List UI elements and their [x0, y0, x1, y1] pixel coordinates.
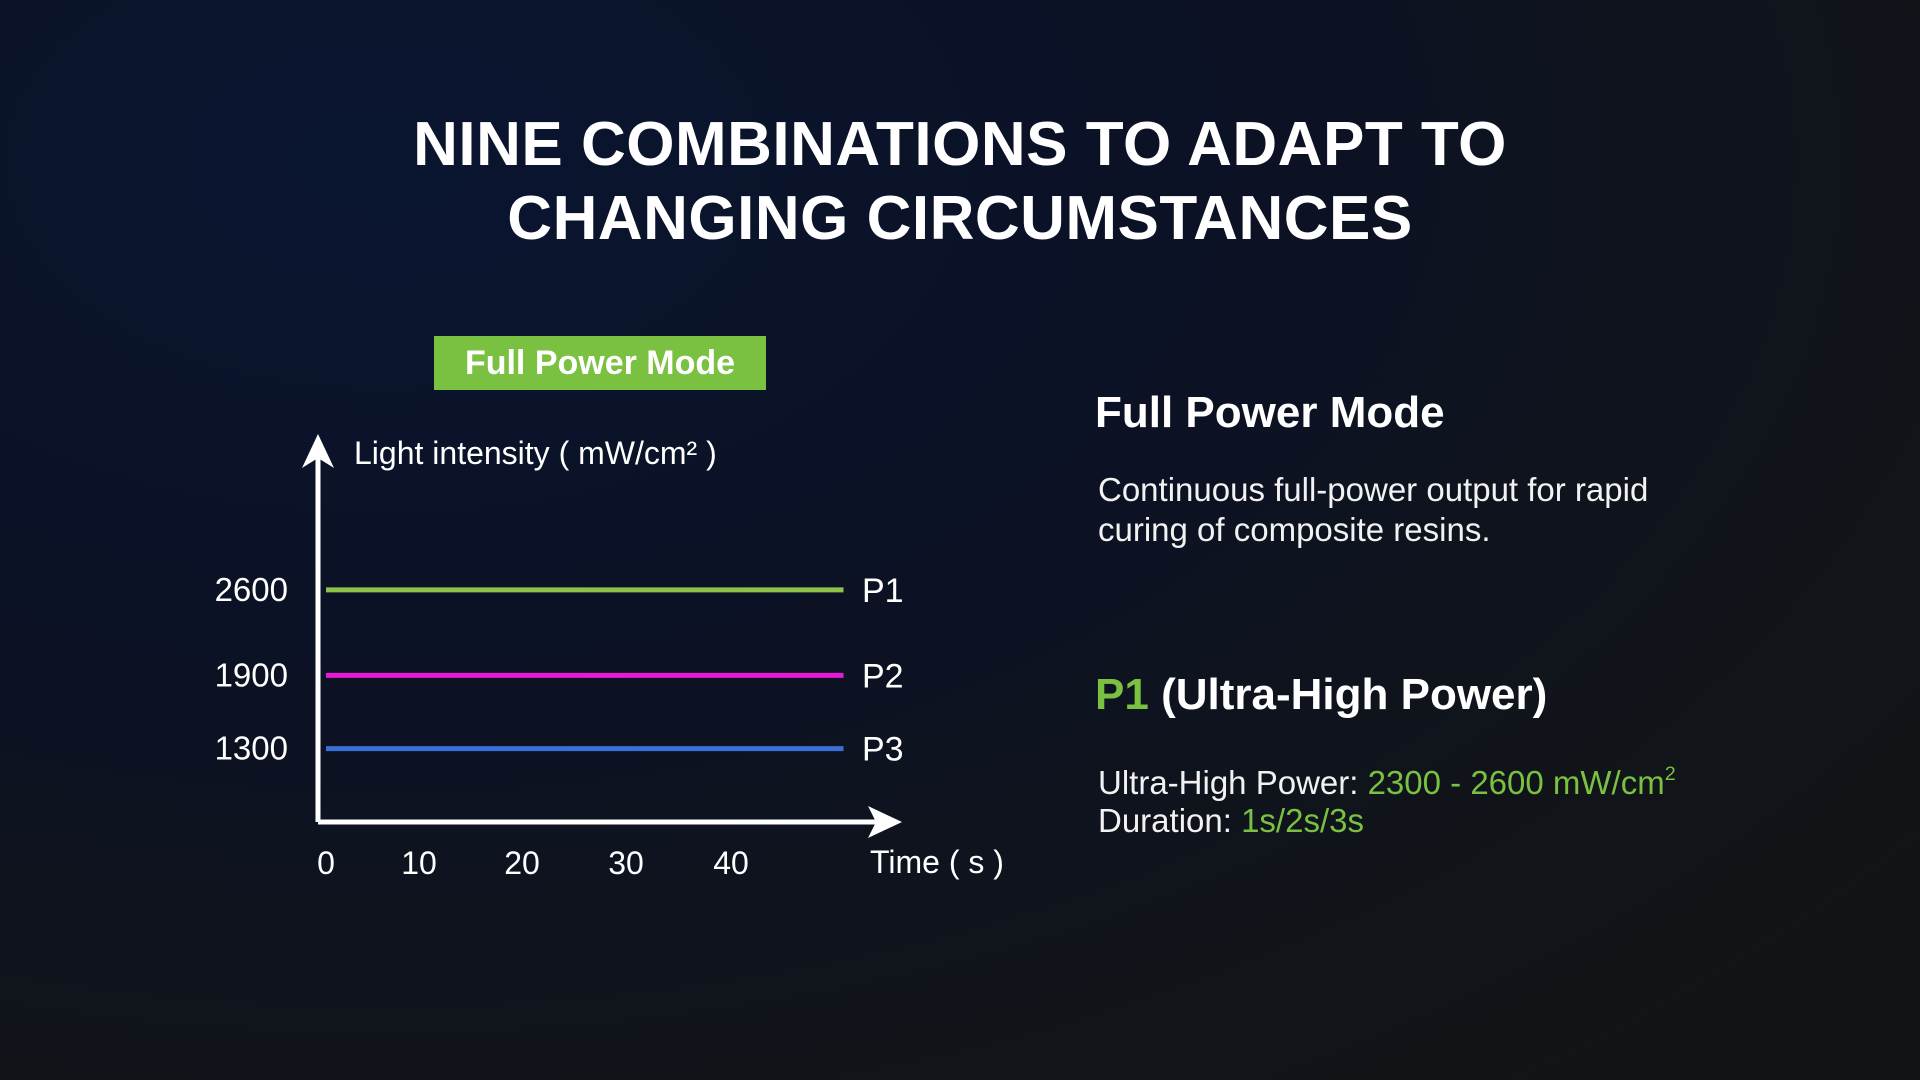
duration-row: Duration: 1s/2s/3s [1098, 802, 1676, 840]
y-axis-arrow [302, 434, 334, 468]
mode-badge: Full Power Mode [434, 336, 766, 390]
level-spec: Ultra-High Power: 2300 - 2600 mW/cm2 Dur… [1098, 764, 1676, 840]
duration-label: Duration: [1098, 802, 1242, 839]
series-label-p3: P3 [862, 731, 904, 769]
x-tick-label-20: 20 [504, 845, 540, 881]
x-tick-label-40: 40 [713, 845, 749, 881]
power-unit-superscript: 2 [1664, 763, 1676, 786]
power-label: Ultra-High Power: [1098, 764, 1368, 801]
power-value-text: 2300 - 2600 mW/cm [1367, 764, 1665, 801]
headline-line-2: CHANGING CIRCUMSTANCES [507, 184, 1413, 253]
mode-description-line-2: curing of composite resins. [1098, 511, 1491, 548]
mode-title: Full Power Mode [1095, 388, 1445, 437]
level-heading: P1 (Ultra-High Power) [1095, 670, 1547, 720]
headline-line-1: NINE COMBINATIONS TO ADAPT TO [413, 110, 1507, 179]
y-tick-label-1900: 1900 [215, 656, 288, 693]
power-value: 2300 - 2600 mW/cm2 [1368, 764, 1676, 801]
headline: NINE COMBINATIONS TO ADAPT TO CHANGING C… [0, 108, 1920, 256]
series-label-p1: P1 [862, 572, 904, 610]
x-tick-label-30: 30 [608, 845, 644, 881]
level-name: (Ultra-High Power) [1161, 670, 1548, 719]
y-axis-label: Light intensity ( mW/cm² ) [354, 435, 717, 471]
y-tick-label-2600: 2600 [215, 571, 288, 608]
y-tick-label-1300: 1300 [215, 730, 288, 767]
series-label-p2: P2 [862, 657, 904, 695]
x-axis-label: Time ( s ) [870, 844, 1004, 880]
power-row: Ultra-High Power: 2300 - 2600 mW/cm2 [1098, 764, 1676, 802]
x-tick-label-0: 0 [317, 845, 335, 881]
x-axis-arrow [868, 806, 902, 838]
mode-description-line-1: Continuous full-power output for rapid [1098, 471, 1649, 508]
mode-description: Continuous full-power output for rapid c… [1098, 470, 1718, 550]
duration-value: 1s/2s/3s [1241, 802, 1364, 839]
level-code: P1 [1095, 670, 1149, 719]
x-tick-label-10: 10 [401, 845, 437, 881]
